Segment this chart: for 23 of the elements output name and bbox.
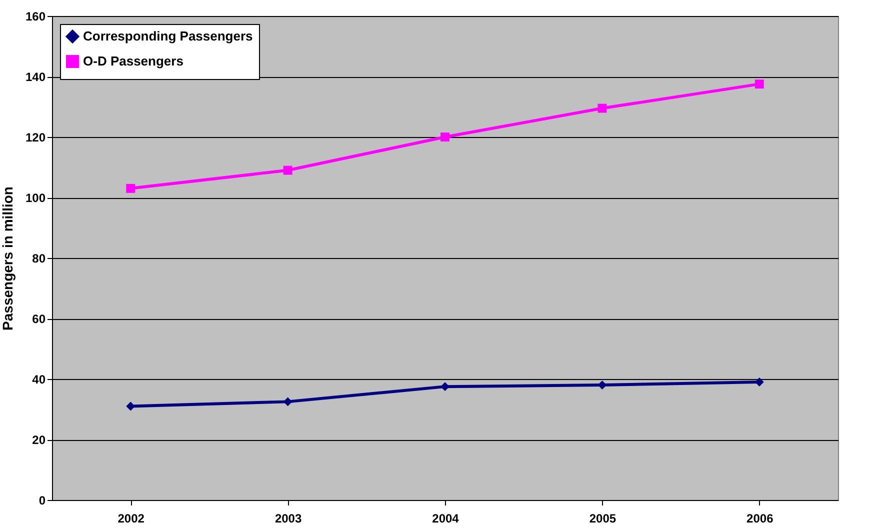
y-tick-label: 40 <box>32 372 46 386</box>
y-tick-label: 0 <box>38 494 46 508</box>
y-tick-label: 60 <box>32 312 46 326</box>
x-tick-label: 2003 <box>274 512 302 526</box>
y-tick-label: 80 <box>32 252 46 266</box>
x-tick-label: 2005 <box>589 512 616 526</box>
legend-label: Corresponding Passengers <box>83 28 253 44</box>
y-tick-label: 160 <box>25 10 46 24</box>
point <box>598 104 607 113</box>
x-tick-label: 2006 <box>746 512 774 526</box>
point <box>440 132 450 142</box>
y-axis-title: Passengers in million <box>0 186 16 330</box>
point <box>440 382 450 392</box>
y-tick-label: 120 <box>25 130 46 144</box>
point <box>754 80 764 89</box>
x-tick-label: 2002 <box>118 512 145 526</box>
y-tick-label: 140 <box>25 70 46 84</box>
legend-label: O-D Passengers <box>83 54 184 68</box>
point <box>283 166 292 175</box>
y-tick-label: 20 <box>32 433 46 447</box>
y-tick-label: 100 <box>25 191 46 205</box>
point <box>126 184 136 193</box>
x-tick-label: 2004 <box>432 512 460 526</box>
